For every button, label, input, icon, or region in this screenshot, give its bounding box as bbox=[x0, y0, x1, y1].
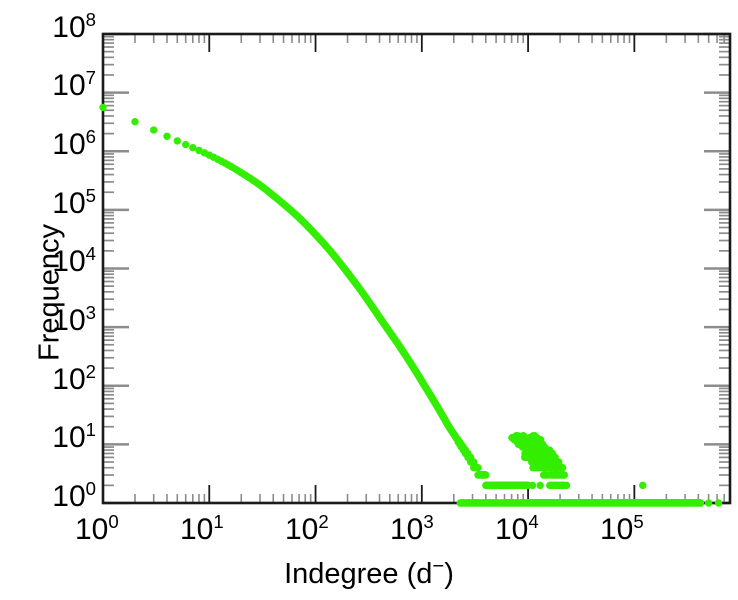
x-axis-title: Indegree (d−) bbox=[0, 560, 738, 589]
scatter-plot-canvas bbox=[0, 0, 738, 600]
x-tick-label: 101 bbox=[180, 515, 224, 545]
y-tick-label: 101 bbox=[52, 423, 96, 453]
x-tick-label: 103 bbox=[390, 515, 434, 545]
x-tick-label: 100 bbox=[75, 515, 119, 545]
y-tick-label: 106 bbox=[52, 130, 96, 160]
axis-frame bbox=[103, 34, 730, 503]
x-tick-label: 105 bbox=[600, 515, 644, 545]
x-tick-label: 102 bbox=[285, 515, 329, 545]
x-tick-label: 104 bbox=[495, 515, 539, 545]
y-tick-label: 108 bbox=[52, 13, 96, 43]
data-point-group bbox=[99, 104, 722, 507]
chart-figure: 108 107 106 105 104 103 102 101 100 100 … bbox=[0, 0, 738, 600]
y-tick-label: 107 bbox=[52, 71, 96, 101]
y-tick-label: 100 bbox=[52, 482, 96, 512]
minor-tick-marks bbox=[103, 34, 730, 503]
major-tick-marks bbox=[103, 34, 730, 503]
y-axis-title: Frequency bbox=[36, 173, 65, 413]
